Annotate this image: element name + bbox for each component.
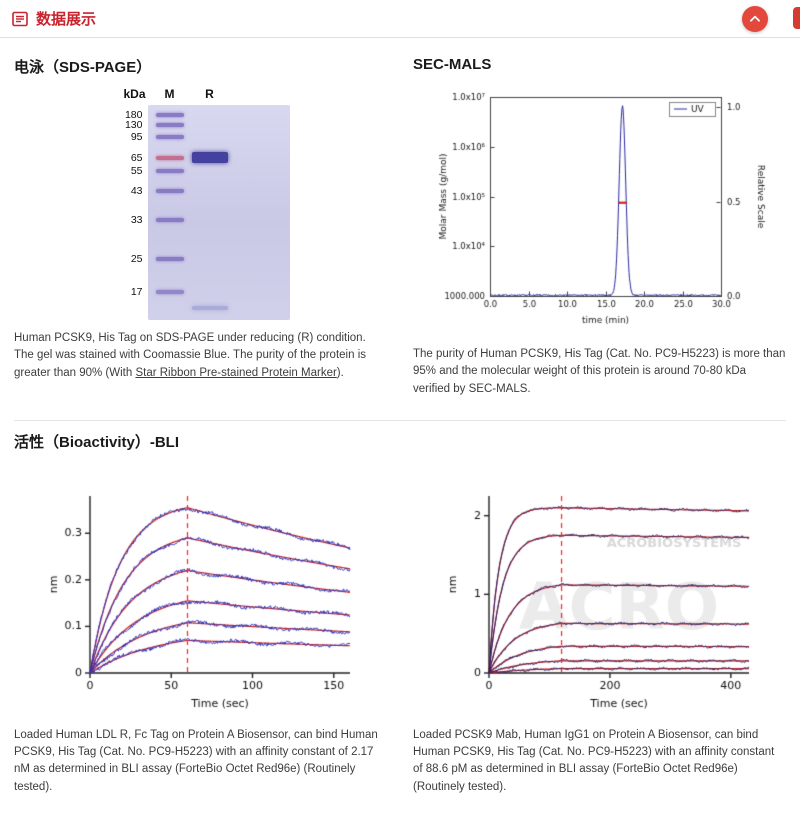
section-divider (14, 419, 786, 421)
header-bar: 数据展示 (0, 0, 800, 38)
gel-marker-label: 130 (124, 119, 143, 132)
bioactivity-title: 活性（Bioactivity）-BLI (14, 433, 180, 451)
sds-page-caption: Human PCSK9, His Tag on SDS-PAGE under r… (14, 330, 387, 382)
sec-mals-caption: The purity of Human PCSK9, His Tag (Cat.… (413, 348, 786, 395)
sds-page-gel-figure: kDa M R 180 130 95 65 55 43 33 25 17 (112, 87, 290, 320)
gel-marker-band (155, 123, 184, 128)
caption-text: ). (336, 366, 344, 379)
gel-marker-label: 43 (130, 185, 143, 197)
gel-marker-band (155, 168, 184, 173)
gel-col-m: M (164, 87, 175, 101)
bli-ldlr-section: Loaded Human LDL R, Fc Tag on Protein A … (14, 483, 387, 796)
main-content: 电泳（SDS-PAGE） kDa M R 180 130 95 65 55 43 33 25 1… (0, 38, 800, 814)
gel-marker-label: 95 (130, 131, 143, 144)
gel-image (147, 105, 290, 320)
bli-mab-chart (438, 483, 761, 719)
bli-ldlr-caption: Loaded Human LDL R, Fc Tag on Protein A … (14, 728, 378, 793)
gel-marker-band (155, 256, 184, 261)
top-row: 电泳（SDS-PAGE） kDa M R 180 130 95 65 55 43 33 25 1… (14, 46, 786, 398)
chevron-up-icon (750, 15, 760, 22)
back-to-top-button[interactable] (742, 5, 768, 32)
gel-marker-label: 65 (130, 151, 143, 164)
gel-marker-label: 180 (124, 108, 143, 121)
gel-marker-band (155, 218, 184, 223)
gel-sample-band (191, 152, 228, 164)
bli-row: Loaded Human LDL R, Fc Tag on Protein A … (14, 483, 786, 796)
gel-col-kda: kDa (123, 87, 146, 101)
page-title: 数据展示 (36, 11, 97, 28)
sds-page-title: 电泳（SDS-PAGE） (14, 59, 152, 76)
gel-marker-label: 33 (130, 214, 143, 227)
data-display-icon (12, 11, 28, 27)
gel-marker-band (155, 189, 184, 193)
gel-col-r: R (205, 87, 214, 101)
side-panel-tab[interactable] (793, 7, 800, 29)
gel-marker-band (155, 155, 184, 160)
sds-page-section: 电泳（SDS-PAGE） kDa M R 180 130 95 65 55 43 33 25 1… (14, 46, 387, 398)
bli-mab-section: Loaded PCSK9 Mab, Human IgG1 on Protein … (413, 483, 786, 796)
gel-marker-band (155, 112, 184, 117)
sec-mals-title: SEC-MALS (413, 56, 492, 73)
gel-column-headers: kDa M R (112, 87, 290, 101)
gel-marker-labels: 180 130 95 65 55 43 33 25 17 (112, 105, 148, 320)
caption-text: Human PCSK9, His Tag on SDS-PAGE under r… (14, 332, 366, 379)
gel-wrap: 180 130 95 65 55 43 33 25 17 (112, 105, 290, 320)
header-title-group: 数据展示 (12, 8, 96, 29)
bli-mab-caption: Loaded PCSK9 Mab, Human IgG1 on Protein … (413, 728, 775, 793)
bli-ldlr-chart (39, 483, 362, 719)
gel-marker-label: 55 (130, 164, 143, 177)
gel-marker-band (155, 290, 184, 295)
gel-sample-band (191, 306, 228, 311)
sec-mals-section: SEC-MALS The purity of Human PCSK9, His … (413, 46, 786, 398)
gel-marker-label: 25 (130, 252, 143, 265)
gel-marker-label: 17 (130, 286, 143, 299)
sec-mals-chart (432, 83, 767, 338)
protein-marker-link[interactable]: Star Ribbon Pre-stained Protein Marker (135, 366, 337, 379)
gel-marker-band (155, 135, 184, 140)
